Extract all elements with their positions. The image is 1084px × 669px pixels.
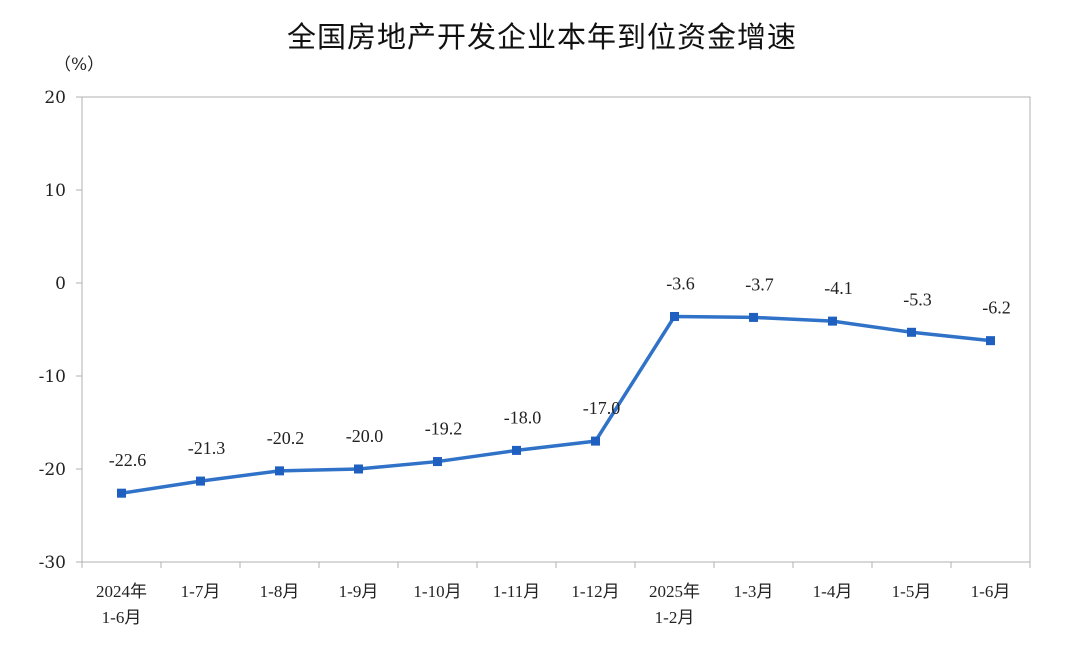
data-value-label: -22.6 (109, 450, 147, 470)
data-point-marker (670, 311, 679, 321)
x-axis-ticks: 2024年 1-6月 1-7月 1-8月 1-9月 1-10月 1-11月 1-12月 2025… (81, 562, 1031, 627)
x-tick-label: 1-6月 (971, 582, 1011, 601)
chart-title: 全国房地产开发企业本年到位资金增速 (286, 20, 797, 54)
data-point-marker (828, 316, 837, 326)
x-tick-label: 1-8月 (260, 582, 300, 601)
y-axis-ticks: 20 10 0 -10 -20 -30 (39, 88, 82, 573)
data-point-marker (591, 436, 600, 446)
data-point-marker (986, 336, 995, 346)
x-tick-label: 1-5月 (892, 582, 932, 601)
x-tick-label: 1-12月 (571, 582, 619, 601)
y-tick-label: 20 (44, 88, 66, 108)
data-value-label: -21.3 (188, 438, 226, 458)
x-tick-label: 1-10月 (413, 582, 461, 601)
data-value-label: -19.2 (425, 419, 463, 439)
data-point-marker (907, 327, 916, 337)
series-line (119, 314, 993, 495)
y-tick-label: -20 (39, 460, 66, 480)
x-tick-label: 1-9月 (339, 582, 379, 601)
x-tick-label: 1-3月 (734, 582, 774, 601)
x-tick-label: 2024年 (96, 582, 147, 601)
data-value-label: -5.3 (903, 289, 932, 309)
x-tick-label: 2025年 (649, 582, 700, 601)
data-labels: -22.6 -21.3 -20.2 -20.0 -19.2 -18.0 -17.0 -3.6 -… (109, 273, 1011, 470)
data-value-label: -6.2 (982, 298, 1011, 318)
y-tick-label: -10 (39, 367, 66, 387)
x-tick-label: 1-2月 (655, 608, 695, 627)
data-value-label: -20.2 (267, 428, 305, 448)
y-tick-label: -30 (39, 553, 66, 573)
data-value-label: -17.0 (583, 398, 621, 418)
y-axis-unit-label: （%） (54, 55, 105, 75)
data-point-marker (512, 445, 521, 455)
series-line-group (117, 311, 995, 498)
x-tick-label: 1-4月 (813, 582, 853, 601)
data-point-marker (117, 488, 126, 498)
data-value-label: -3.7 (745, 274, 774, 294)
data-value-label: -18.0 (504, 407, 542, 427)
data-point-marker (275, 466, 284, 476)
y-tick-label: 0 (55, 274, 66, 294)
y-tick-label: 10 (44, 181, 66, 201)
data-point-marker (433, 457, 442, 467)
data-value-label: -3.6 (666, 273, 695, 293)
data-point-marker (196, 476, 205, 486)
data-value-label: -4.1 (824, 278, 853, 298)
data-point-marker (354, 464, 363, 474)
data-value-label: -20.0 (346, 426, 384, 446)
x-tick-label: 1-11月 (493, 582, 541, 601)
data-point-marker (749, 312, 758, 322)
x-tick-label: 1-7月 (181, 582, 221, 601)
x-tick-label: 1-6月 (102, 608, 142, 627)
